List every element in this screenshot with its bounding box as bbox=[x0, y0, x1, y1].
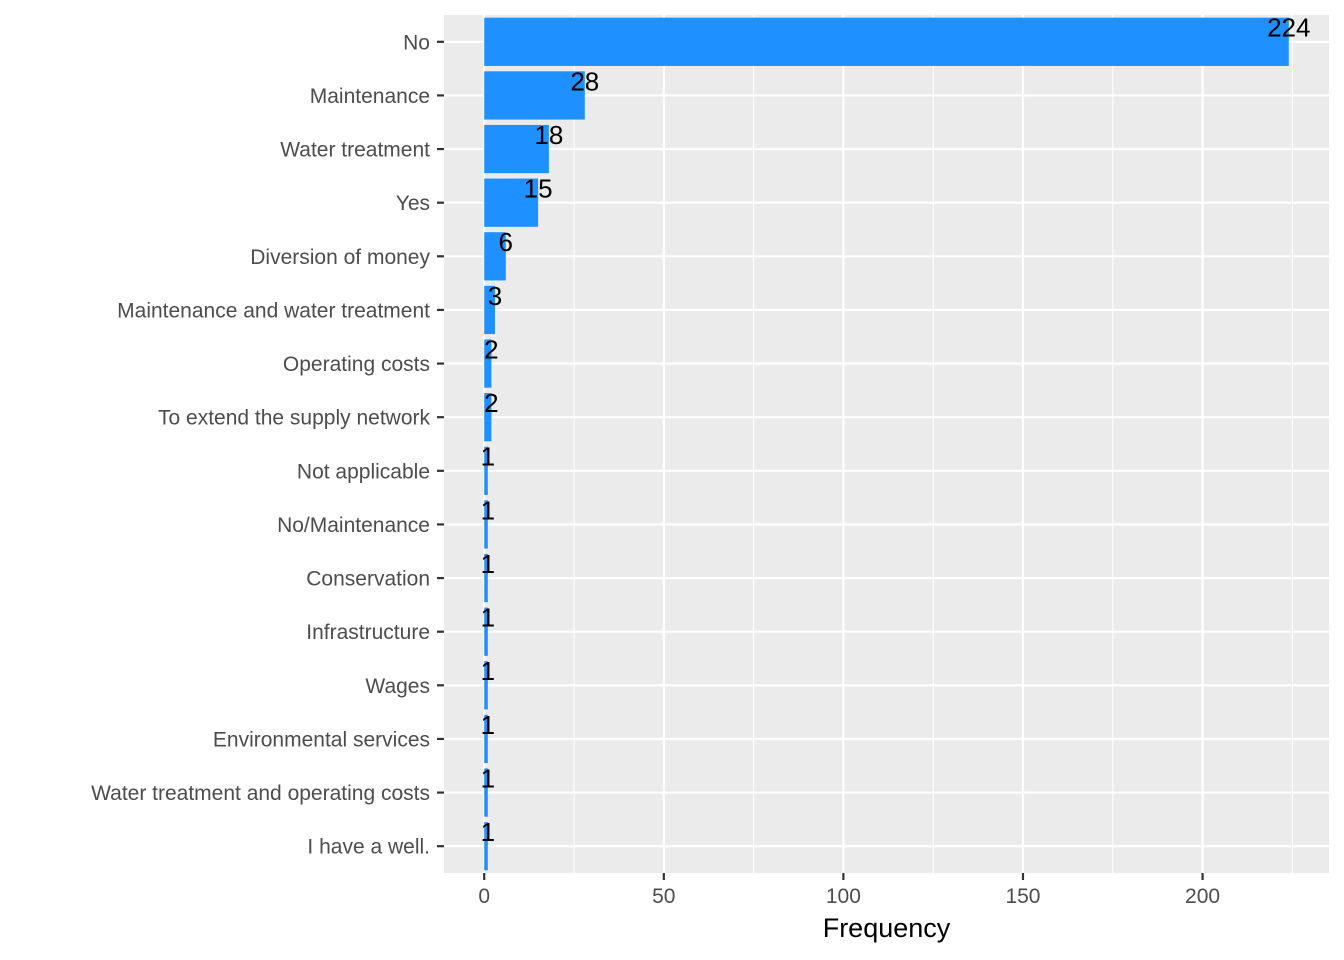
y-tick-label: Diversion of money bbox=[250, 246, 430, 269]
plot-panel bbox=[444, 15, 1329, 873]
data-label: 224 bbox=[1267, 13, 1310, 43]
bar bbox=[484, 500, 488, 549]
data-label: 1 bbox=[481, 710, 495, 740]
bar bbox=[484, 124, 549, 174]
bar bbox=[484, 232, 506, 281]
bar bbox=[484, 607, 488, 656]
bar bbox=[484, 17, 1289, 66]
y-tick-label: Operating costs bbox=[283, 353, 430, 376]
data-label: 2 bbox=[484, 388, 498, 418]
bar bbox=[484, 661, 488, 710]
bar bbox=[484, 768, 488, 817]
data-label: 1 bbox=[481, 763, 495, 793]
bar bbox=[484, 285, 496, 335]
x-axis: 0 50 100 150 200 bbox=[478, 873, 1220, 908]
y-tick-label: No bbox=[403, 31, 430, 54]
bar bbox=[484, 339, 492, 388]
y-tick-label: I have a well. bbox=[307, 836, 430, 859]
y-tick-label: Not applicable bbox=[297, 460, 430, 483]
y-tick-label: Yes bbox=[396, 192, 430, 215]
bar bbox=[484, 822, 488, 871]
y-tick-label: Maintenance and water treatment bbox=[117, 299, 430, 322]
y-tick-label: Conservation bbox=[306, 568, 430, 591]
y-tick-label: Water treatment bbox=[280, 139, 430, 162]
bar bbox=[484, 178, 539, 227]
bar bbox=[484, 393, 492, 442]
bars bbox=[484, 17, 1289, 871]
bar bbox=[484, 714, 488, 764]
data-label: 1 bbox=[481, 442, 495, 472]
y-axis: No Maintenance Water treatment Yes Diversion… bbox=[91, 31, 444, 859]
y-tick-label: To extend the supply network bbox=[158, 407, 430, 430]
data-label: 1 bbox=[481, 549, 495, 579]
data-label: 28 bbox=[570, 66, 599, 96]
x-axis-title: Frequency bbox=[823, 913, 951, 943]
data-label: 6 bbox=[499, 227, 513, 257]
data-label: 1 bbox=[481, 603, 495, 633]
x-tick-label: 200 bbox=[1185, 885, 1220, 908]
y-tick-label: Maintenance bbox=[310, 85, 430, 108]
data-label: 1 bbox=[481, 817, 495, 847]
x-tick-label: 0 bbox=[478, 885, 490, 908]
data-label: 15 bbox=[524, 174, 553, 204]
x-tick-label: 50 bbox=[652, 885, 675, 908]
bar bbox=[484, 553, 488, 603]
y-tick-label: Water treatment and operating costs bbox=[91, 782, 430, 805]
bar bbox=[484, 71, 585, 120]
data-label: 1 bbox=[481, 656, 495, 686]
y-tick-label: No/Maintenance bbox=[277, 514, 430, 537]
data-label: 1 bbox=[481, 495, 495, 525]
data-label: 3 bbox=[488, 281, 502, 311]
minor-gridlines bbox=[573, 15, 1293, 873]
y-tick-label: Infrastructure bbox=[306, 621, 430, 644]
bar bbox=[484, 446, 488, 495]
y-tick-label: Wages bbox=[365, 675, 430, 698]
data-label: 2 bbox=[484, 334, 498, 364]
x-tick-label: 150 bbox=[1005, 885, 1040, 908]
x-tick-label: 100 bbox=[826, 885, 861, 908]
y-tick-label: Environmental services bbox=[213, 728, 430, 751]
data-label: 18 bbox=[534, 120, 563, 150]
